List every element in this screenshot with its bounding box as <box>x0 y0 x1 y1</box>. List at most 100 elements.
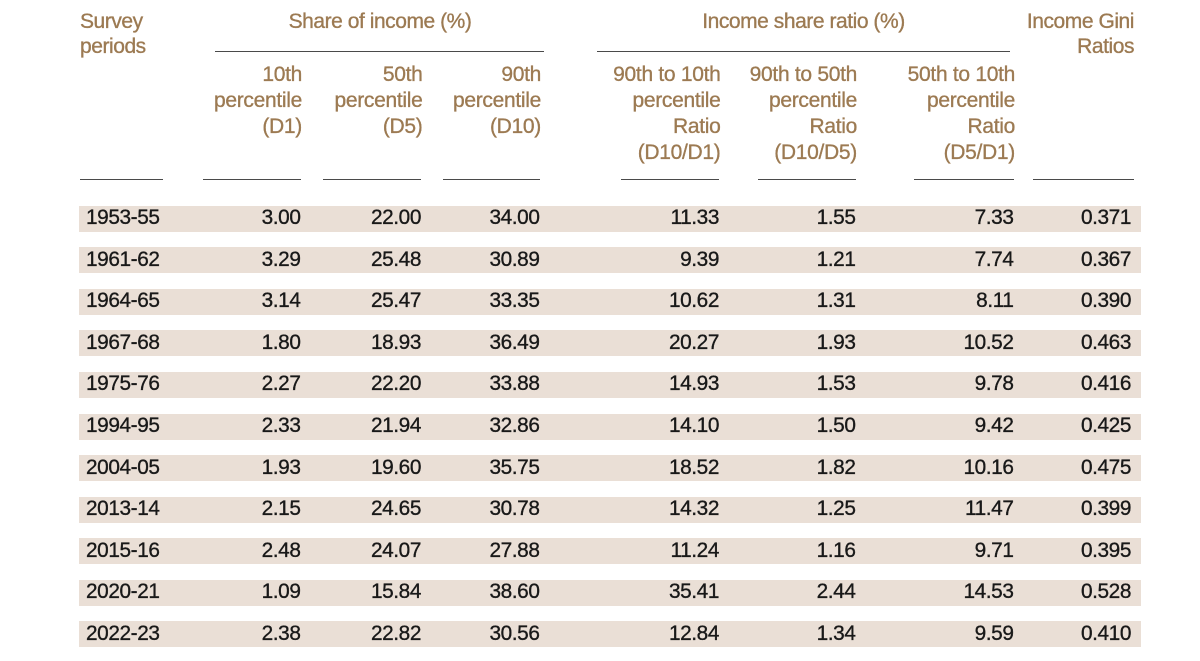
table-row-1994-95: 1994-95 2.33 21.94 32.86 14.10 1.50 9.42 0.425 <box>79 413 1141 440</box>
cell-value: 2.33 <box>261 413 301 437</box>
cell-value: 30.89 <box>489 247 540 271</box>
col-underline-d10-d5 <box>757 178 856 180</box>
cell-survey-period: 1964-65 <box>86 289 160 313</box>
cell-value: 20.27 <box>668 330 720 354</box>
cell-value: 3.14 <box>261 289 301 313</box>
cell-value: 12.84 <box>668 621 720 645</box>
cell-value: 33.35 <box>489 289 540 313</box>
cell-value: 27.88 <box>489 538 540 562</box>
column-header-d10: 90th percentile (D10) <box>452 62 542 138</box>
table-row-2020-21: 2020-21 1.09 15.84 38.60 35.41 2.44 14.53 0.528 <box>79 579 1141 606</box>
table-row-2004-05: 2004-05 1.93 19.60 35.75 18.52 1.82 10.16 0.475 <box>79 455 1141 482</box>
cell-value: 22.82 <box>370 621 422 645</box>
cell-value: 1.50 <box>816 413 856 437</box>
cell-value: 0.399 <box>1080 497 1132 521</box>
cell-value: 10.16 <box>963 455 1014 479</box>
cell-value: 0.410 <box>1080 621 1132 645</box>
cell-value: 1.93 <box>816 330 856 354</box>
cell-value: 2.44 <box>816 580 856 604</box>
cell-survey-period: 1953-55 <box>86 206 160 230</box>
cell-value: 38.60 <box>489 580 540 604</box>
table-row-1961-62: 1961-62 3.29 25.48 30.89 9.39 1.21 7.74 0.367 <box>79 247 1141 274</box>
cell-survey-period: 2013-14 <box>86 497 160 521</box>
col-underline-d5-d1 <box>913 178 1014 180</box>
cell-value: 2.27 <box>261 372 301 396</box>
cell-value: 1.34 <box>816 621 856 645</box>
cell-value: 30.78 <box>489 497 540 521</box>
cell-value: 1.21 <box>816 247 856 271</box>
cell-value: 24.65 <box>370 497 422 521</box>
cell-value: 25.48 <box>370 247 422 271</box>
cell-value: 14.10 <box>668 413 720 437</box>
cell-value: 30.56 <box>489 621 540 645</box>
col-underline-d1 <box>202 178 301 180</box>
col-underline-gini <box>1033 178 1134 180</box>
cell-value: 14.93 <box>668 372 720 396</box>
table-row-2015-16: 2015-16 2.48 24.07 27.88 11.24 1.16 9.71 0.395 <box>79 538 1141 565</box>
group-header-share-of-income: Share of income (%) <box>288 9 472 33</box>
cell-value: 0.367 <box>1080 247 1132 271</box>
col-underline-d5 <box>323 178 421 180</box>
cell-value: 18.93 <box>370 330 422 354</box>
cell-value: 34.00 <box>489 206 540 230</box>
cell-value: 0.416 <box>1080 372 1132 396</box>
cell-value: 2.48 <box>261 538 301 562</box>
cell-value: 1.53 <box>816 372 856 396</box>
cell-value: 22.20 <box>370 372 422 396</box>
cell-value: 21.94 <box>370 413 422 437</box>
cell-survey-period: 2015-16 <box>86 538 160 562</box>
cell-survey-period: 2022-23 <box>86 621 160 645</box>
cell-value: 1.82 <box>816 455 856 479</box>
table-row-1964-65: 1964-65 3.14 25.47 33.35 10.62 1.31 8.11 0.390 <box>79 288 1141 315</box>
cell-value: 35.75 <box>489 455 540 479</box>
column-header-d5: 50th percentile (D5) <box>334 62 423 138</box>
table-row-2013-14: 2013-14 2.15 24.65 30.78 14.32 1.25 11.47 0.399 <box>79 496 1141 523</box>
cell-value: 1.93 <box>261 455 301 479</box>
cell-value: 1.31 <box>816 289 856 313</box>
col-underline-d10-d1 <box>621 178 719 180</box>
column-header-d1: 10th percentile (D1) <box>213 62 303 138</box>
cell-value: 8.11 <box>976 289 1014 313</box>
cell-value: 35.41 <box>668 580 720 604</box>
cell-value: 33.88 <box>489 372 540 396</box>
cell-value: 2.15 <box>261 497 301 521</box>
cell-value: 19.60 <box>370 455 422 479</box>
group-header-income-share-ratio: Income share ratio (%) <box>702 9 905 33</box>
cell-value: 9.59 <box>974 621 1014 645</box>
cell-value: 0.425 <box>1080 413 1132 437</box>
cell-survey-period: 2004-05 <box>86 455 160 479</box>
cell-value: 0.475 <box>1080 455 1132 479</box>
cell-value: 7.74 <box>974 247 1014 271</box>
table-row-1975-76: 1975-76 2.27 22.20 33.88 14.93 1.53 9.78 0.416 <box>79 372 1141 398</box>
cell-value: 11.33 <box>670 206 719 230</box>
cell-value: 9.42 <box>974 413 1014 437</box>
cell-value: 3.29 <box>261 247 301 271</box>
cell-value: 14.32 <box>668 497 720 521</box>
cell-survey-period: 1975-76 <box>86 372 160 396</box>
row-header-label: Survey periods <box>80 9 147 58</box>
table-row-1953-55: 1953-55 3.00 22.00 34.00 11.33 1.55 7.33 0.371 <box>79 205 1141 232</box>
cell-value: 0.463 <box>1080 330 1132 354</box>
cell-value: 7.33 <box>974 206 1014 230</box>
cell-value: 0.390 <box>1080 289 1132 313</box>
cell-value: 11.24 <box>670 538 719 562</box>
cell-value: 9.39 <box>680 247 720 271</box>
cell-value: 32.86 <box>489 413 540 437</box>
cell-value: 22.00 <box>370 206 422 230</box>
cell-value: 1.09 <box>261 580 301 604</box>
cell-survey-period: 1961-62 <box>86 247 160 271</box>
table-row-2022-23: 2022-23 2.38 22.82 30.56 12.84 1.34 9.59 0.410 <box>79 621 1141 648</box>
cell-value: 25.47 <box>370 289 422 313</box>
column-header-income-gini-ratios: Income Gini Ratios <box>1026 9 1135 58</box>
cell-value: 9.78 <box>974 372 1014 396</box>
group2-underline <box>597 50 1010 53</box>
cell-value: 0.395 <box>1080 538 1132 562</box>
cell-value: 3.00 <box>261 206 301 230</box>
cell-value: 10.62 <box>668 289 720 313</box>
table-row-1967-68: 1967-68 1.80 18.93 36.49 20.27 1.93 10.52 0.463 <box>79 330 1141 357</box>
cell-value: 24.07 <box>370 538 422 562</box>
cell-value: 0.371 <box>1080 206 1132 230</box>
cell-value: 18.52 <box>668 455 720 479</box>
column-header-d10-d5: 90th to 50th percentile Ratio (D10/D5) <box>749 62 858 164</box>
